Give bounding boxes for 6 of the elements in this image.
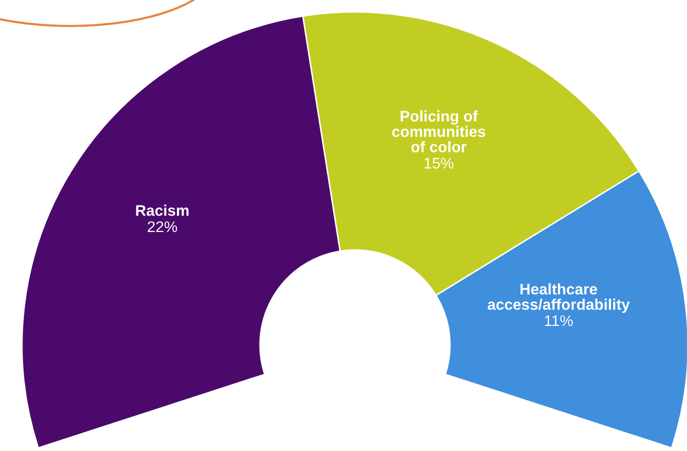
slice-label: Racism xyxy=(136,204,189,216)
data-label: 15% xyxy=(424,158,454,169)
data-label: 22% xyxy=(148,221,178,232)
slice-label: Policing of communities of color xyxy=(392,110,486,152)
data-label: 11% xyxy=(545,315,573,326)
slice-label: Healthcare access/affordability xyxy=(488,283,630,313)
